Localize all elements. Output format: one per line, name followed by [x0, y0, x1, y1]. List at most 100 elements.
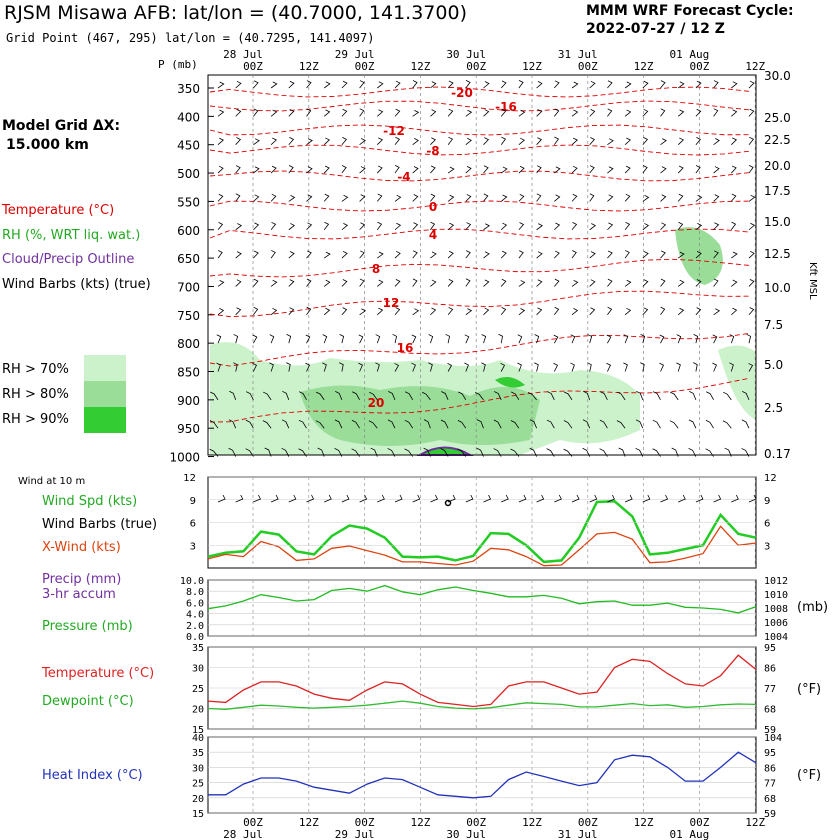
- wind-barb: [589, 251, 596, 259]
- wind-barb: [235, 279, 242, 287]
- wind-barb: [483, 137, 490, 145]
- wind-barb: [688, 419, 697, 429]
- wind-barb: [623, 334, 629, 344]
- heat-index-left-tick: 35: [192, 748, 204, 759]
- wind-barb: [376, 221, 383, 230]
- pressure-tick-label: 950: [177, 422, 200, 436]
- wind-barb: [705, 419, 714, 429]
- wind-barb: [517, 362, 522, 372]
- wind-barb: [339, 362, 344, 372]
- wind-barb: [695, 136, 702, 145]
- wind-barb: [571, 279, 579, 287]
- wind-barb: [748, 307, 755, 316]
- wind-barb: [741, 419, 750, 429]
- wind-barb: [500, 250, 507, 259]
- top-time-label: 12Z: [299, 60, 319, 73]
- wind-barb: [571, 165, 578, 174]
- wind-barb: [607, 108, 613, 117]
- wind-barb: [677, 279, 685, 287]
- wind-barb: [642, 165, 648, 174]
- surface-wind-barb: [713, 494, 722, 503]
- wind-barb: [510, 448, 520, 457]
- pressure-tick-label: 600: [177, 224, 200, 238]
- wind-barb: [405, 391, 414, 401]
- pressure-right-tick: 1010: [764, 590, 788, 601]
- wind-barb: [341, 108, 348, 117]
- wind-barb: [624, 137, 632, 145]
- wind-barb: [412, 194, 419, 202]
- wind-barb: [731, 279, 738, 287]
- wind-barb: [233, 334, 239, 344]
- wind-barb: [306, 222, 313, 231]
- wind-barb: [430, 137, 437, 145]
- wind-barb: [430, 109, 437, 117]
- wind-barb: [305, 334, 311, 344]
- temperature-series-line: [207, 700, 757, 710]
- bottom-date-label: 30 Jul: [446, 828, 486, 840]
- pressure-unit-label: (mb): [797, 600, 829, 615]
- wind-barb: [713, 308, 721, 316]
- top-time-label: 00Z: [689, 60, 709, 73]
- wind-barb: [447, 80, 454, 89]
- wind-barb: [270, 137, 278, 145]
- surface-wind-barb: [217, 494, 226, 503]
- wind-barb: [412, 222, 419, 231]
- surface-wind-barb: [235, 494, 244, 503]
- wind-barb: [377, 81, 384, 89]
- wind-barb: [422, 391, 431, 401]
- wind-barb: [465, 109, 473, 117]
- wind-barb: [412, 80, 418, 89]
- wind-barb: [235, 109, 242, 117]
- surface-wind-barb: [554, 494, 562, 503]
- heat-index-left-tick: 25: [192, 779, 204, 790]
- wind-barb: [688, 448, 697, 457]
- wind-barb: [288, 165, 294, 174]
- wind-barb: [731, 251, 738, 259]
- pressure-tick-label: 800: [177, 337, 200, 351]
- wind-barb: [464, 362, 469, 372]
- surface-wind-barb: [589, 494, 598, 503]
- wind-barb: [465, 137, 472, 146]
- wind-barb: [286, 362, 291, 372]
- wind-barb: [229, 390, 237, 400]
- legend-rh70: RH > 70%: [2, 362, 69, 377]
- wind-barb: [642, 108, 649, 117]
- wind-barb: [341, 194, 349, 202]
- pressure-tick-label: 750: [177, 309, 200, 323]
- heat-index-right-tick: 77: [764, 779, 776, 790]
- top-time-label: 00Z: [578, 60, 598, 73]
- height-tick-label: 10.0: [764, 281, 791, 295]
- wind-barb: [677, 193, 684, 202]
- surface-wind-barb: [430, 494, 438, 503]
- wind-barb: [253, 222, 260, 231]
- wind-barb: [359, 250, 365, 259]
- temperature-contour-label: -12: [383, 124, 405, 138]
- wind-right-tick: 6: [764, 519, 770, 530]
- temperature-left-tick: 30: [192, 664, 204, 675]
- wind-barb: [676, 334, 682, 344]
- wind-barb: [430, 193, 436, 202]
- wind-barb: [528, 392, 537, 401]
- wind-barb: [334, 419, 343, 429]
- wind-barb: [536, 279, 543, 287]
- wind-barb: [660, 306, 666, 316]
- wind-barb: [695, 279, 702, 287]
- temperature-contour-label: -4: [397, 170, 410, 184]
- wind-barb: [511, 391, 520, 401]
- wind-barb: [392, 333, 398, 344]
- heat-index-right-tick: 86: [764, 763, 776, 774]
- wind-barb: [209, 420, 219, 429]
- wind-barb: [554, 250, 560, 259]
- wind-barb: [253, 194, 260, 202]
- wind-barb: [306, 306, 312, 316]
- wind-barb: [288, 307, 295, 316]
- precip-accum-label: 3-hr accum: [42, 587, 116, 602]
- wind-barb: [253, 108, 259, 117]
- wind-barb: [270, 109, 278, 117]
- wind-barb: [216, 334, 222, 344]
- wind-barb: [695, 222, 703, 231]
- wind-barb: [642, 80, 649, 89]
- wind-barb: [411, 362, 416, 372]
- temperature-contour-label: 12: [383, 296, 400, 310]
- wind-barb: [500, 194, 508, 202]
